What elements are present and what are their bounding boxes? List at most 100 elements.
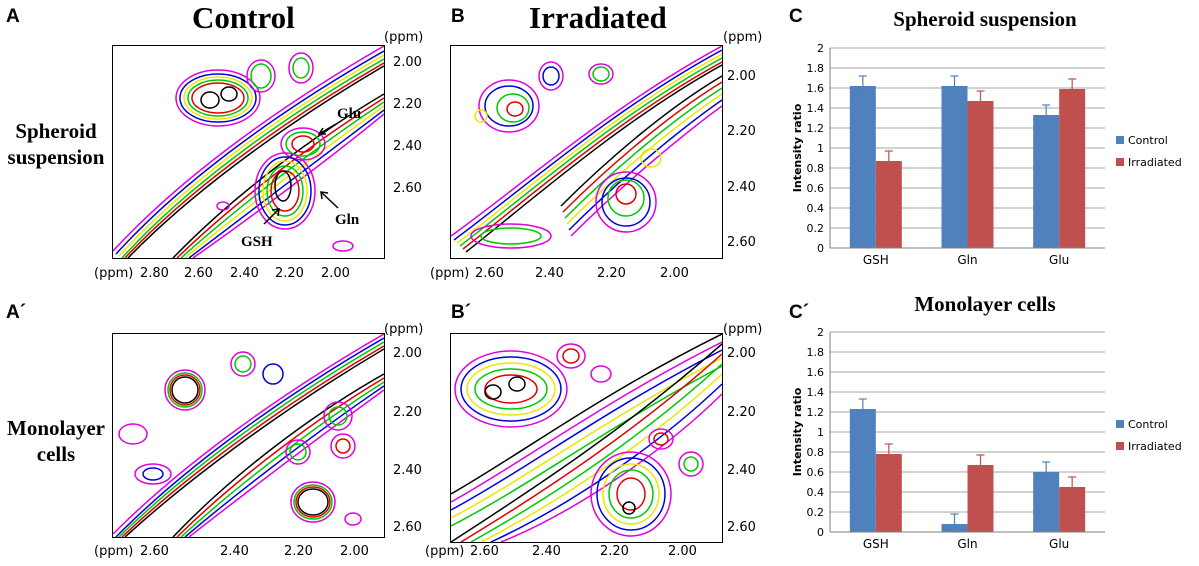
row-label-monolayer: Monolayer cells xyxy=(0,415,112,467)
chart-c-prime-ytick-1: 0.2 xyxy=(807,506,825,519)
nmr-contours-b-prime xyxy=(451,334,722,542)
row-label-monolayer-line1: Monolayer xyxy=(7,416,105,440)
ppm-label-b-x: (ppm) xyxy=(430,266,470,281)
panel-label-a: A xyxy=(6,6,20,27)
row-label-monolayer-line2: cells xyxy=(36,442,76,466)
chart-c-xtick-gln: Gln xyxy=(957,253,977,267)
tick-b-x-2: 2.20 xyxy=(597,266,626,281)
tick-a-prime-y-1: 2.20 xyxy=(393,405,422,420)
nmr-spectrum-a: Glu Gln GSH xyxy=(112,45,385,259)
chart-c-prime-bar-gln-irradiated xyxy=(967,465,994,532)
nmr-spectrum-b-prime xyxy=(450,333,723,543)
chart-c-ytick-7: 1.4 xyxy=(807,102,825,115)
tick-a-y-3: 2.60 xyxy=(393,181,422,196)
tick-b-y-3: 2.60 xyxy=(727,235,756,250)
chart-c-xtick-gsh: GSH xyxy=(863,253,889,267)
tick-a-x-3: 2.20 xyxy=(275,266,304,281)
chart-c-ytick-1: 0.2 xyxy=(807,222,825,235)
chart-c-prime-ytick-10: 2 xyxy=(817,326,824,339)
tick-a-x-1: 2.60 xyxy=(184,266,213,281)
chart-c-title: Spheroid suspension xyxy=(893,7,1077,31)
chart-c-bar-gsh-irradiated xyxy=(875,161,902,248)
chart-c-prime-ytick-7: 1.4 xyxy=(807,386,825,399)
tick-b-x-3: 2.00 xyxy=(660,266,689,281)
nmr-contours-b xyxy=(451,46,722,253)
chart-c-prime-ytick-0: 0 xyxy=(817,526,824,539)
annotation-gsh: GSH xyxy=(241,234,273,250)
tick-b-x-1: 2.40 xyxy=(535,266,564,281)
panel-label-c-prime: C´ xyxy=(789,302,810,323)
tick-a-prime-y-3: 2.60 xyxy=(393,520,422,535)
heading-irradiated: Irradiated xyxy=(529,0,667,35)
row-label-spheroid-line2: suspension xyxy=(7,145,105,169)
ppm-label-b-prime-y: (ppm) xyxy=(723,322,763,337)
tick-b-prime-x-3: 2.00 xyxy=(668,544,697,559)
tick-b-prime-y-3: 2.60 xyxy=(727,520,756,535)
chart-c-prime-ylabel: Intensity ratio xyxy=(791,387,804,476)
chart-c-prime-ytick-3: 0.6 xyxy=(807,466,825,479)
annotation-gln: Gln xyxy=(335,212,360,228)
ppm-label-b-y: (ppm) xyxy=(723,30,763,45)
chart-c-prime-legend-swatch-control xyxy=(1116,420,1124,428)
panel-label-b-prime: B´ xyxy=(451,302,472,323)
bar-chart-c-prime: 0 0.2 0.4 0.6 0.8 1 1.2 1.4 1.6 1.8 2 Intensity rat… xyxy=(791,326,1182,551)
chart-c-prime-legend-swatch-irradiated xyxy=(1116,442,1124,450)
row-label-spheroid-line1: Spheroid xyxy=(15,119,97,143)
chart-c-prime-ytick-6: 1.2 xyxy=(807,406,825,419)
chart-c-legend-swatch-control xyxy=(1116,136,1124,144)
chart-c-ytick-9: 1.8 xyxy=(807,62,825,75)
ppm-label-a-prime-y: (ppm) xyxy=(384,322,424,337)
panel-label-c: C xyxy=(789,6,803,27)
chart-c-prime-bar-gsh-irradiated xyxy=(875,454,902,532)
tick-b-y-0: 2.00 xyxy=(727,69,756,84)
tick-a-x-2: 2.40 xyxy=(230,266,259,281)
nmr-spectrum-b xyxy=(450,45,723,259)
tick-a-y-2: 2.40 xyxy=(393,139,422,154)
chart-c-legend-label-control: Control xyxy=(1128,134,1168,147)
chart-c-ytick-4: 0.8 xyxy=(807,162,825,175)
nmr-contours-a-prime xyxy=(113,334,384,537)
chart-c-prime-plot: 0 0.2 0.4 0.6 0.8 1 1.2 1.4 1.6 1.8 2 Intensity rat… xyxy=(791,326,1182,551)
tick-a-prime-x-0: 2.60 xyxy=(140,544,169,559)
heading-control: Control xyxy=(192,0,295,35)
row-label-spheroid: Spheroid suspension xyxy=(0,118,112,170)
chart-c-prime-bar-gsh-control xyxy=(849,409,876,532)
tick-b-prime-y-2: 2.40 xyxy=(727,463,756,478)
tick-a-x-0: 2.80 xyxy=(140,266,169,281)
ppm-label-a-prime-x: (ppm) xyxy=(94,544,134,559)
chart-c-prime-legend-label-control: Control xyxy=(1128,418,1168,431)
tick-a-prime-x-1: 2.40 xyxy=(220,544,249,559)
chart-c-plot: 0 0.2 0.4 0.6 0.8 1 1.2 1.4 1.6 1.8 2 Intensity rat… xyxy=(791,42,1182,267)
tick-b-prime-y-1: 2.20 xyxy=(727,405,756,420)
chart-c-xtick-glu: Glu xyxy=(1049,253,1069,267)
ppm-label-b-prime-x: (ppm) xyxy=(425,544,465,559)
ppm-label-a-x: (ppm) xyxy=(94,266,134,281)
tick-b-prime-x-1: 2.40 xyxy=(532,544,561,559)
chart-c-prime-ytick-8: 1.6 xyxy=(807,366,825,379)
tick-a-prime-y-0: 2.00 xyxy=(393,346,422,361)
tick-b-prime-y-0: 2.00 xyxy=(727,346,756,361)
chart-c-prime-ytick-4: 0.8 xyxy=(807,446,825,459)
tick-a-prime-x-2: 2.20 xyxy=(284,544,313,559)
chart-c-ylabel: Intensity ratio xyxy=(791,103,804,192)
tick-a-y-0: 2.00 xyxy=(393,55,422,70)
tick-b-prime-x-0: 2.60 xyxy=(470,544,499,559)
tick-b-prime-x-2: 2.20 xyxy=(600,544,629,559)
chart-c-prime-legend-label-irradiated: Irradiated xyxy=(1128,440,1182,453)
tick-a-prime-y-2: 2.40 xyxy=(393,463,422,478)
annotation-glu: Glu xyxy=(337,106,361,122)
chart-c-prime-xtick-gln: Gln xyxy=(957,537,977,551)
chart-c-prime-ytick-9: 1.8 xyxy=(807,346,825,359)
tick-a-y-1: 2.20 xyxy=(393,97,422,112)
chart-c-bar-glu-irradiated xyxy=(1059,89,1086,248)
chart-c-ytick-8: 1.6 xyxy=(807,82,825,95)
chart-c-prime-xtick-gsh: GSH xyxy=(863,537,889,551)
chart-c-ytick-10: 2 xyxy=(817,42,824,55)
tick-a-x-4: 2.00 xyxy=(321,266,350,281)
bar-chart-c: 0 0.2 0.4 0.6 0.8 1 1.2 1.4 1.6 1.8 2 Intensity rat… xyxy=(791,42,1182,267)
ppm-label-a-y: (ppm) xyxy=(384,30,424,45)
chart-c-legend-label-irradiated: Irradiated xyxy=(1128,156,1182,169)
tick-b-x-0: 2.60 xyxy=(475,266,504,281)
chart-c-bar-gln-irradiated xyxy=(967,101,994,248)
chart-c-ytick-3: 0.6 xyxy=(807,182,825,195)
